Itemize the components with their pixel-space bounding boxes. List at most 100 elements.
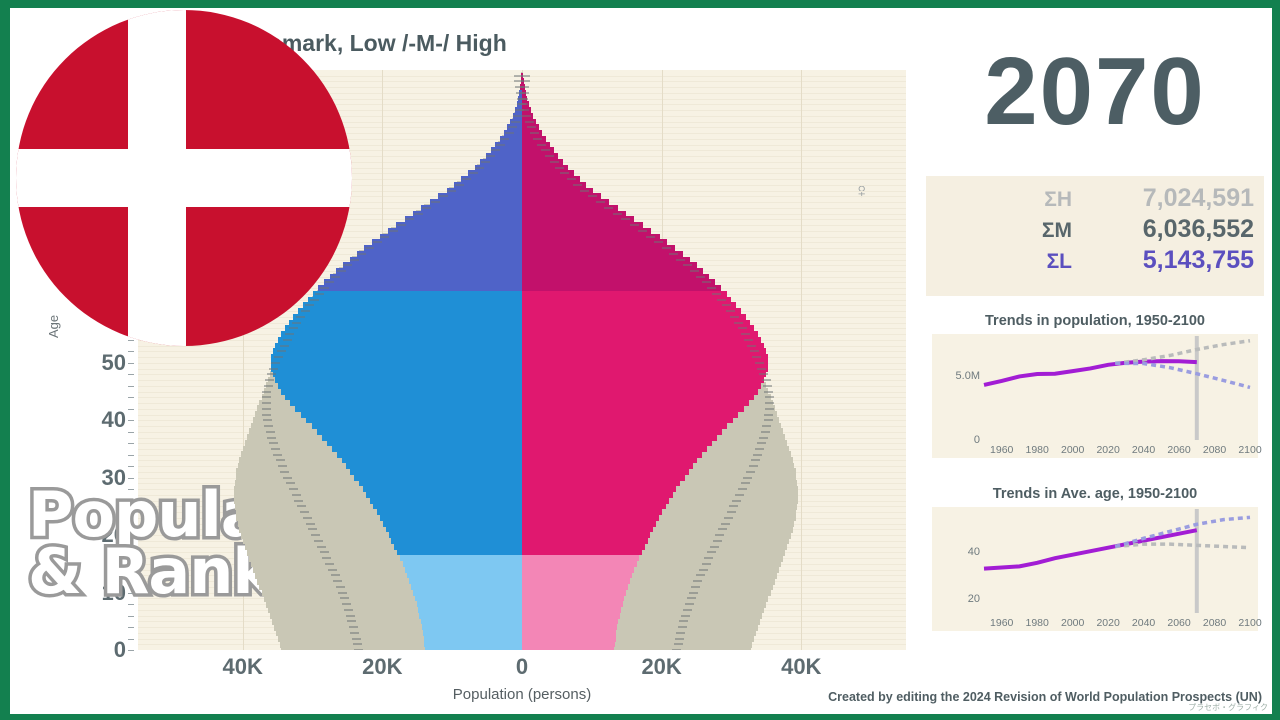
- table-row: [522, 623, 758, 631]
- table-row: [269, 612, 522, 620]
- table-row: [753, 453, 763, 456]
- table-row: [522, 532, 651, 539]
- table-row: [322, 434, 522, 441]
- table-row: [279, 344, 289, 347]
- mini-chart-age-title: Trends in Ave. age, 1950-2100: [992, 486, 1198, 502]
- table-row: [522, 606, 622, 613]
- table-row: [522, 153, 559, 160]
- x-axis-tick-label: 2100: [1238, 617, 1262, 629]
- table-row: [302, 516, 312, 519]
- table-row: [274, 623, 522, 631]
- table-row: [281, 331, 522, 338]
- x-axis-tick-label: 2060: [1167, 617, 1191, 629]
- table-row: [522, 509, 663, 516]
- table-row: [327, 568, 337, 571]
- x-axis-tick-label: 2100: [1238, 444, 1262, 456]
- table-row: [693, 580, 703, 583]
- table-row: [522, 525, 793, 533]
- table-row: [387, 227, 522, 234]
- table-row: [522, 543, 645, 550]
- table-row: [296, 315, 306, 318]
- table-row: [522, 187, 594, 194]
- table-row: [388, 229, 398, 232]
- table-row: [380, 235, 390, 238]
- table-row: [522, 566, 779, 574]
- x-axis-tick-label: 1980: [1025, 444, 1049, 456]
- table-row: [522, 641, 615, 648]
- x-axis-tick-label: 2080: [1202, 444, 1227, 456]
- table-row: [522, 629, 617, 636]
- table-row: [311, 534, 321, 537]
- table-row: [522, 193, 601, 200]
- line-series: [983, 528, 1198, 571]
- table-row: [257, 577, 522, 585]
- table-row: [741, 333, 751, 336]
- total-medium-label: ΣM: [1041, 219, 1072, 242]
- table-row: [263, 384, 273, 387]
- table-row: [522, 520, 657, 527]
- table-row: [587, 195, 597, 198]
- table-row: [522, 543, 788, 551]
- table-row: [336, 269, 346, 272]
- table-row: [522, 537, 790, 545]
- table-row: [319, 287, 329, 290]
- table-row: [362, 486, 522, 493]
- table-row: [522, 583, 629, 590]
- table-row: [682, 608, 692, 611]
- mini-chart-population: 1960 1980 2000 2020 2040 2060 2080 2100 0 5.0M: [932, 334, 1262, 458]
- x-axis-tick-label: 20K: [362, 654, 403, 679]
- table-row: [522, 531, 792, 539]
- table-row: [522, 583, 773, 591]
- table-row: [288, 319, 522, 326]
- table-row: [522, 600, 767, 608]
- table-row: [330, 273, 522, 280]
- y-axis-tickmark: [128, 489, 134, 491]
- table-row: [522, 233, 660, 240]
- table-row: [698, 568, 708, 571]
- table-row: [749, 350, 759, 353]
- table-row: [735, 493, 745, 496]
- table-row: [522, 555, 640, 562]
- table-row: [404, 216, 522, 223]
- table-row: [265, 430, 275, 433]
- table-row: [419, 612, 522, 619]
- table-row: [261, 407, 271, 410]
- credit-text: Created by editing the 2024 Revision of …: [828, 690, 1262, 704]
- table-row: [637, 229, 647, 232]
- table-row: [680, 614, 690, 617]
- y-axis-tick-label: 0: [113, 637, 126, 662]
- table-row: [322, 557, 332, 560]
- table-row: [725, 310, 735, 313]
- table-row: [317, 428, 522, 435]
- gridline-vertical: [242, 70, 244, 650]
- table-row: [255, 571, 522, 579]
- table-row: [674, 637, 684, 640]
- table-row: [288, 488, 298, 491]
- table-row: [343, 264, 353, 267]
- table-row: [292, 313, 522, 320]
- table-row: [721, 522, 731, 525]
- y-axis-tickmark: [128, 512, 134, 514]
- table-row: [522, 468, 689, 475]
- line-series: [1115, 542, 1251, 550]
- table-row: [707, 287, 717, 290]
- table-row: [515, 91, 525, 94]
- table-row: [304, 304, 314, 307]
- table-row: [522, 629, 756, 637]
- table-row: [262, 419, 272, 422]
- table-row: [580, 189, 590, 192]
- table-row: [297, 505, 307, 508]
- table-row: [729, 505, 739, 508]
- table-row: [275, 459, 285, 462]
- table-row: [259, 583, 522, 591]
- table-row: [421, 204, 522, 211]
- table-row: [282, 338, 292, 341]
- table-row: [522, 164, 569, 171]
- y-axis-tick-label: 40: [101, 407, 126, 433]
- table-row: [522, 313, 747, 320]
- table-row: [522, 296, 732, 303]
- table-row: [737, 488, 747, 491]
- table-row: [319, 551, 329, 554]
- table-row: [522, 331, 758, 338]
- table-row: [522, 440, 712, 447]
